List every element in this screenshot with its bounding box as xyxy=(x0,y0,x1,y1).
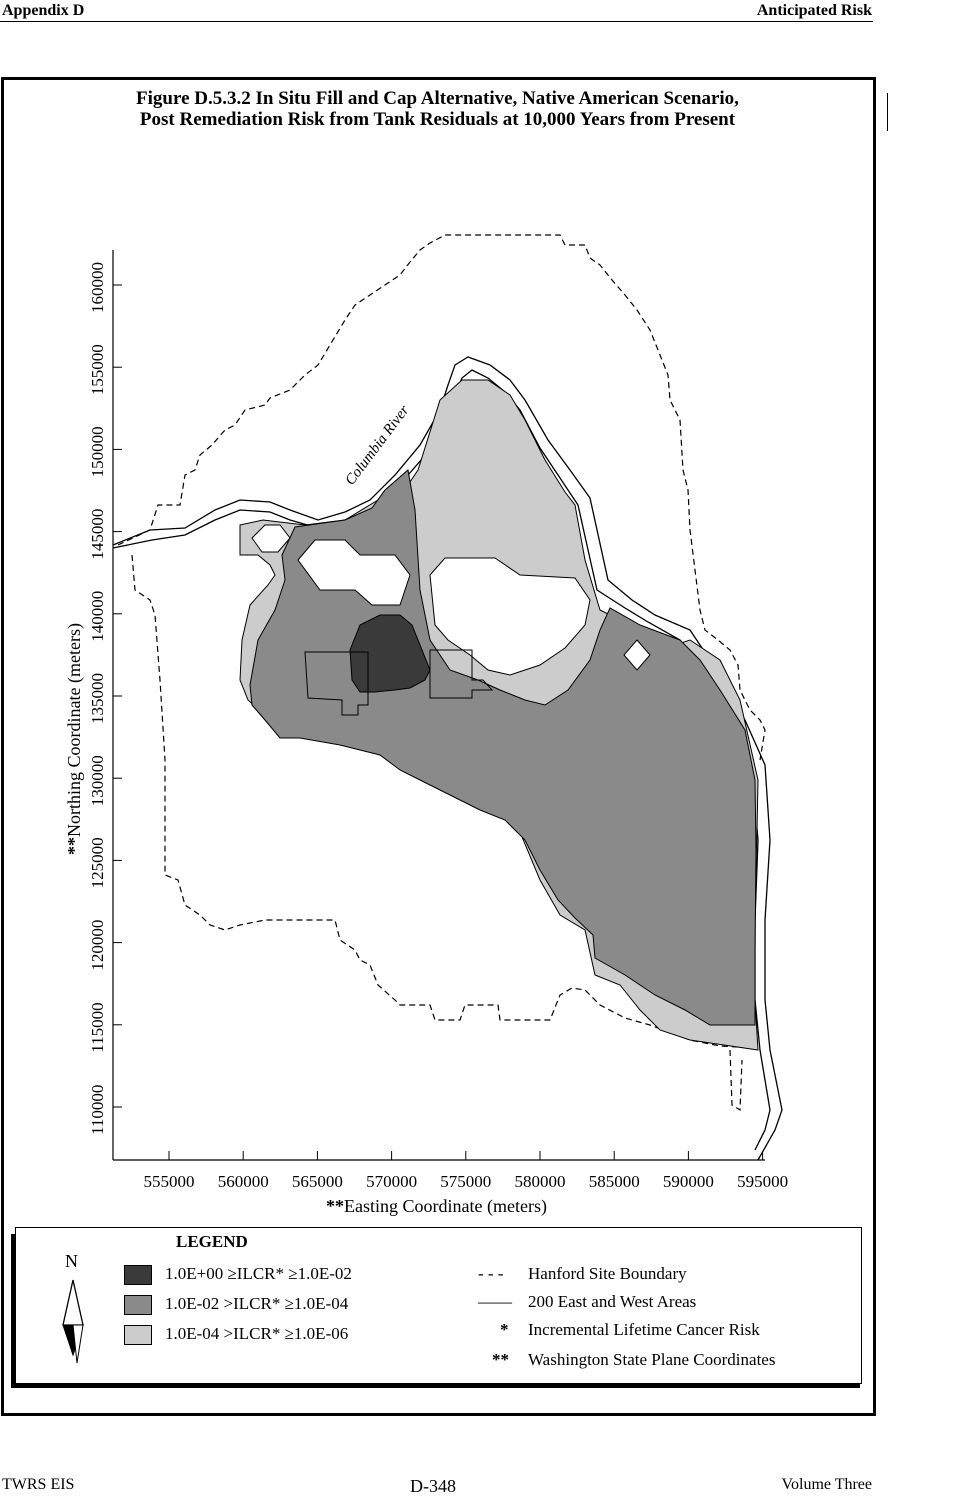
legend-item-low: 1.0E-04 >ILCR* ≥1.0E-06 xyxy=(165,1324,349,1343)
legend-item-medium: 1.0E-02 >ILCR* ≥1.0E-04 xyxy=(165,1294,349,1313)
legend-key-symbol-ilcr: * xyxy=(500,1320,509,1339)
y-tick-label: 125000 xyxy=(88,837,107,888)
risk-zone-medium xyxy=(249,469,757,1026)
figure-title: Figure D.5.3.2 In Situ Fill and Cap Alte… xyxy=(0,88,875,130)
x-tick-label: 565000 xyxy=(292,1172,343,1191)
y-tick-label: 145000 xyxy=(88,509,107,560)
y-tick-label: 115000 xyxy=(88,1002,107,1052)
risk-zone-high xyxy=(349,614,431,693)
footer-right: Volume Three xyxy=(781,1476,873,1493)
footer-left: TWRS EIS xyxy=(2,1476,75,1493)
y-tick-label: 135000 xyxy=(88,673,107,724)
x-tick-label: 570000 xyxy=(366,1172,417,1191)
legend-item-high: 1.0E+00 ≥ILCR* ≥1.0E-02 xyxy=(165,1264,352,1283)
y-axis-ticks: 110000 115000 120000 125000 130000 135000 1400… xyxy=(88,262,122,1135)
header-right: Anticipated Risk xyxy=(756,2,872,19)
x-axis-ticks: 555000 560000 565000 570000 575000 580000 5850… xyxy=(144,1151,788,1191)
y-axis-title: **Northing Coordinate (meters) xyxy=(64,623,85,855)
y-tick-label: 160000 xyxy=(88,262,107,313)
y-tick-label: 110000 xyxy=(88,1085,107,1135)
legend-box xyxy=(15,1227,862,1384)
legend-swatch-low xyxy=(124,1325,152,1345)
x-tick-label: 560000 xyxy=(218,1172,269,1191)
y-tick-label: 155000 xyxy=(88,344,107,395)
x-tick-label: 585000 xyxy=(589,1172,640,1191)
legend-key-symbol-coords: ** xyxy=(492,1350,509,1369)
columbia-river-bank-1 xyxy=(112,356,783,1161)
north-label: N xyxy=(65,1251,78,1271)
legend-title: LEGEND xyxy=(176,1232,248,1251)
header-left: Appendix D xyxy=(2,2,85,19)
legend-swatch-medium xyxy=(124,1295,152,1315)
header-rule xyxy=(0,21,873,22)
excluded-area-1 xyxy=(297,539,411,606)
x-tick-label: 590000 xyxy=(663,1172,714,1191)
north-arrow-icon: N xyxy=(62,1251,84,1364)
legend-key-symbol-boundary: - - - xyxy=(478,1264,504,1283)
title-line-1: Figure D.5.3.2 In Situ Fill and Cap Alte… xyxy=(136,88,739,109)
x-axis-title: **Easting Coordinate (meters) xyxy=(326,1196,547,1217)
y-tick-label: 120000 xyxy=(88,920,107,971)
x-tick-label: 580000 xyxy=(515,1172,566,1191)
legend-key-symbol-areas: —— xyxy=(478,1292,512,1311)
y-tick-label: 150000 xyxy=(88,426,107,477)
area-200-west xyxy=(304,651,369,716)
excluded-area-4 xyxy=(623,639,651,671)
x-tick-label: 595000 xyxy=(737,1172,788,1191)
area-200-east xyxy=(429,649,494,699)
excluded-area-3 xyxy=(251,524,291,553)
y-tick-label: 140000 xyxy=(88,591,107,642)
hanford-site-boundary-tail xyxy=(729,1049,743,1112)
change-bar xyxy=(887,93,888,131)
y-tick-label: 130000 xyxy=(88,755,107,806)
figure-frame xyxy=(1,77,876,1416)
legend-key-coords: Washington State Plane Coordinates xyxy=(528,1350,776,1369)
x-tick-label: 555000 xyxy=(144,1172,195,1191)
excluded-area-2 xyxy=(429,557,591,676)
legend-key-boundary: Hanford Site Boundary xyxy=(528,1264,687,1283)
legend-swatch-high xyxy=(124,1265,152,1285)
hanford-site-boundary-south xyxy=(131,554,761,1051)
page-number: D-348 xyxy=(410,1476,456,1496)
legend-key-areas: 200 East and West Areas xyxy=(528,1292,697,1311)
x-tick-label: 575000 xyxy=(440,1172,491,1191)
legend-key-ilcr: Incremental Lifetime Cancer Risk xyxy=(528,1320,760,1339)
hanford-site-boundary xyxy=(117,234,766,761)
title-line-2: Post Remediation Risk from Tank Residual… xyxy=(139,109,736,130)
